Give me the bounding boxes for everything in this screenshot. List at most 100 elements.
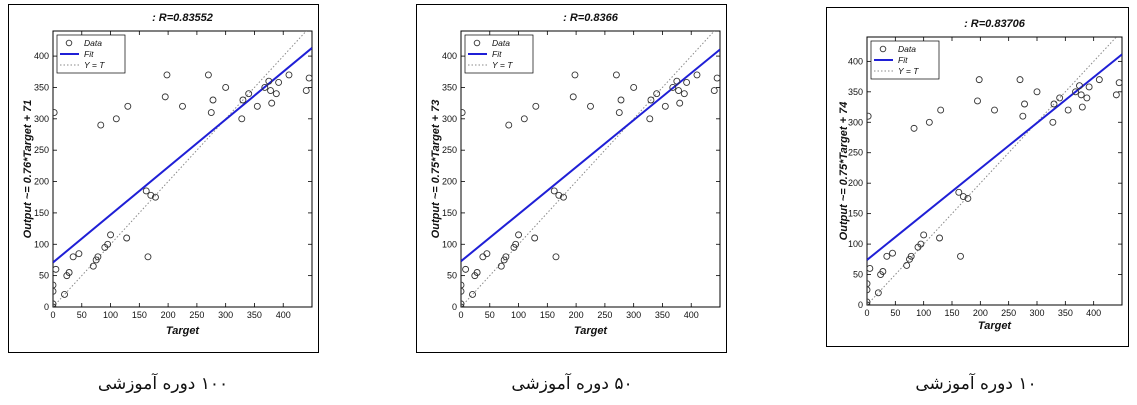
data-point [559,193,567,201]
data-point [675,87,683,95]
data-point [204,71,212,79]
data-point [483,250,491,258]
x-tick-label: 0 [458,310,463,320]
data-point [630,84,638,91]
y-tick-label: 150 [34,208,49,218]
plot-area [460,30,721,308]
data-point [612,71,620,79]
identity-line [461,31,715,307]
data-point [1083,94,1091,102]
data-point [124,102,132,110]
y-tick-label: 300 [848,117,863,127]
data-point [883,252,891,260]
data-point [903,261,911,269]
data-point [238,115,246,123]
x-tick-label: 250 [189,310,204,320]
data-point [937,106,945,114]
y-axis-label: Output ~= 0.75*Target + 73 [430,100,442,239]
y-tick-label: 0 [452,302,457,312]
data-point [1016,76,1024,84]
data-point [239,96,247,104]
data-point [207,109,215,116]
legend-entry: Y = T [492,60,513,70]
data-point [867,286,871,294]
data-point [512,240,520,248]
data-point [552,253,560,261]
scatter-chart-50-epochs: 0 50 100 150 200 250 300 350 400 0 50 100 150 200 250 3… [430,12,721,337]
data-point [879,268,887,275]
data-point [889,249,896,257]
data-point [957,252,964,260]
data-point [867,298,871,305]
data-point [53,109,58,116]
scatter-chart-100-epochs: 0 50 100 150 200 250 300 350 400 0 50 100 150 200 250 3… [22,12,313,337]
data-point [955,188,963,196]
data-point [617,96,625,104]
x-tick-label: 250 [1001,308,1016,318]
caption-100-epochs: ۱۰۰ دوره آموزشی [97,374,229,394]
data-point [1064,106,1072,114]
data-point [647,96,655,104]
x-tick-label: 400 [684,310,699,320]
data-point [469,291,476,298]
data-point [1049,118,1057,126]
chart-title: : R=0.83552 [152,12,213,24]
data-point [89,262,97,270]
data-point [142,187,150,195]
caption-10-epochs: ۱۰ دوره آموزشی [915,374,1037,394]
data-point [1050,100,1058,108]
data-point [497,262,505,270]
plot-marks [53,31,312,307]
data-point [936,234,943,242]
data-point [97,121,105,129]
identity-line [53,31,307,307]
data-point [1019,112,1027,120]
y-tick-label: 300 [34,114,49,124]
legend-data-marker [65,39,73,47]
data-point [1095,76,1103,84]
x-tick-label: 400 [1086,308,1101,318]
y-tick-label: 50 [39,271,49,281]
data-point [61,291,68,298]
legend-data-marker [473,39,481,47]
data-point [550,187,558,195]
y-axis-label: Output ~= 0.75*Target + 74 [838,102,850,241]
data-point [147,191,155,199]
data-point [959,193,967,201]
data-point [253,102,261,110]
x-axis-label: Target [978,320,1013,332]
legend-entry: Fit [84,49,94,59]
x-tick-label: 400 [276,310,291,320]
data-point [693,71,701,79]
data-point [505,121,513,129]
legend-entry: Y = T [84,60,105,70]
legend-entry: Data [898,44,916,54]
data-point [305,74,312,82]
data-point [964,194,972,202]
data-point [531,234,539,242]
y-tick-label: 300 [442,114,457,124]
data-point [867,280,871,288]
data-point [867,265,874,272]
data-point [710,87,718,95]
x-tick-label: 50 [485,310,495,320]
y-tick-label: 0 [858,300,863,310]
data-point [69,253,77,261]
data-point [991,106,998,114]
data-point [268,99,276,107]
data-point [920,231,928,239]
data-point [910,124,918,132]
y-tick-label: 250 [34,145,49,155]
data-point [615,109,623,116]
data-point [1112,91,1120,99]
data-point [1056,94,1064,102]
y-tick-label: 350 [848,87,863,97]
data-point [151,193,159,201]
y-tick-label: 200 [442,177,457,187]
data-point [112,115,120,123]
plot-area [52,30,313,308]
data-point [1072,88,1079,96]
x-tick-label: 200 [973,308,988,318]
data-point [53,281,57,289]
chart-panel-100: 0 50 100 150 200 250 300 350 400 0 50 100 150 200 250 3… [8,4,319,353]
